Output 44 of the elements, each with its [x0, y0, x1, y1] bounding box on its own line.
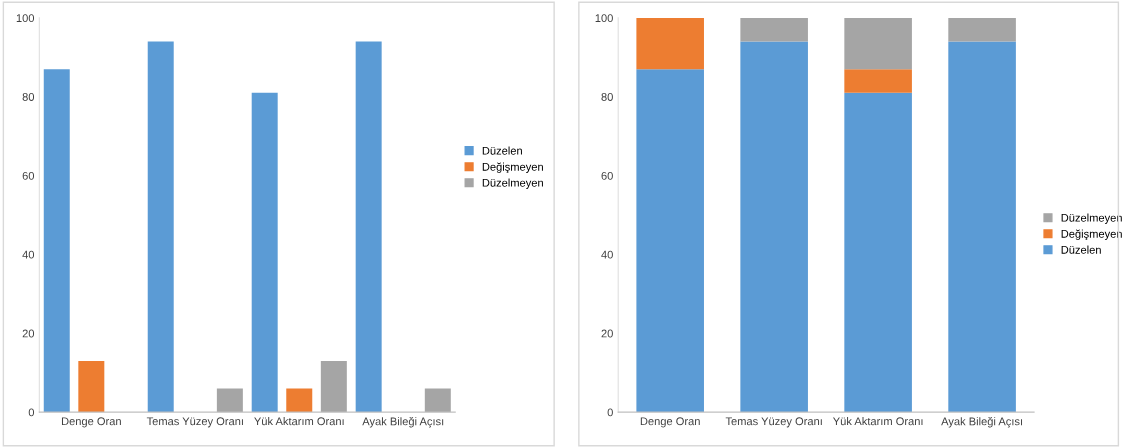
legend-label: Düzelmeyen: [1061, 213, 1122, 224]
y-tick-label: 60: [22, 171, 35, 180]
y-tick-label: 60: [601, 171, 613, 180]
bar: [636, 17, 704, 70]
bar: [355, 41, 382, 413]
bar: [286, 388, 313, 413]
legend-label: Düzelen: [1061, 245, 1101, 254]
y-tick-label: 100: [595, 14, 613, 23]
bar: [43, 69, 70, 413]
x-tick-label: Denge Oran: [61, 417, 121, 428]
y-tick-label: 40: [601, 250, 613, 259]
bar: [844, 92, 912, 413]
legend-label: Değişmeyen: [482, 162, 543, 173]
bar: [251, 92, 278, 413]
x-tick-label: Ayak Bileği Açısı: [362, 417, 444, 428]
y-tick-label: 40: [22, 250, 35, 259]
y-tick-label: 100: [16, 14, 35, 23]
y-tick-label: 80: [601, 93, 613, 101]
legend-label: Düzelmeyen: [482, 178, 543, 189]
bar: [948, 17, 1016, 42]
bar: [844, 69, 912, 93]
bar: [147, 41, 174, 413]
x-tick-label: Ayak Bileği Açısı: [941, 417, 1023, 428]
bar: [740, 17, 808, 42]
legend-label: Değişmeyen: [1061, 229, 1122, 241]
y-tick-label: 0: [607, 408, 613, 417]
legend-label: Düzelen: [482, 146, 522, 155]
x-tick-label: Denge Oran: [640, 417, 700, 428]
x-tick-label: Temas Yüzey Oranı: [146, 417, 243, 428]
bar: [78, 360, 105, 413]
bar: [320, 360, 347, 413]
bar: [948, 41, 1016, 413]
x-tick-label: Yük Aktarım Oranı: [254, 417, 344, 426]
y-tick-label: 20: [601, 329, 613, 338]
bar: [424, 388, 451, 413]
x-tick-label: Temas Yüzey Oranı: [725, 417, 822, 428]
y-tick-label: 80: [22, 93, 35, 101]
x-tick-label: Yük Aktarım Oranı: [832, 417, 923, 426]
bar: [216, 388, 243, 413]
bar: [844, 17, 912, 70]
y-tick-label: 20: [22, 329, 35, 338]
bar: [636, 69, 704, 413]
bar: [740, 41, 808, 413]
y-tick-label: 0: [28, 408, 35, 417]
